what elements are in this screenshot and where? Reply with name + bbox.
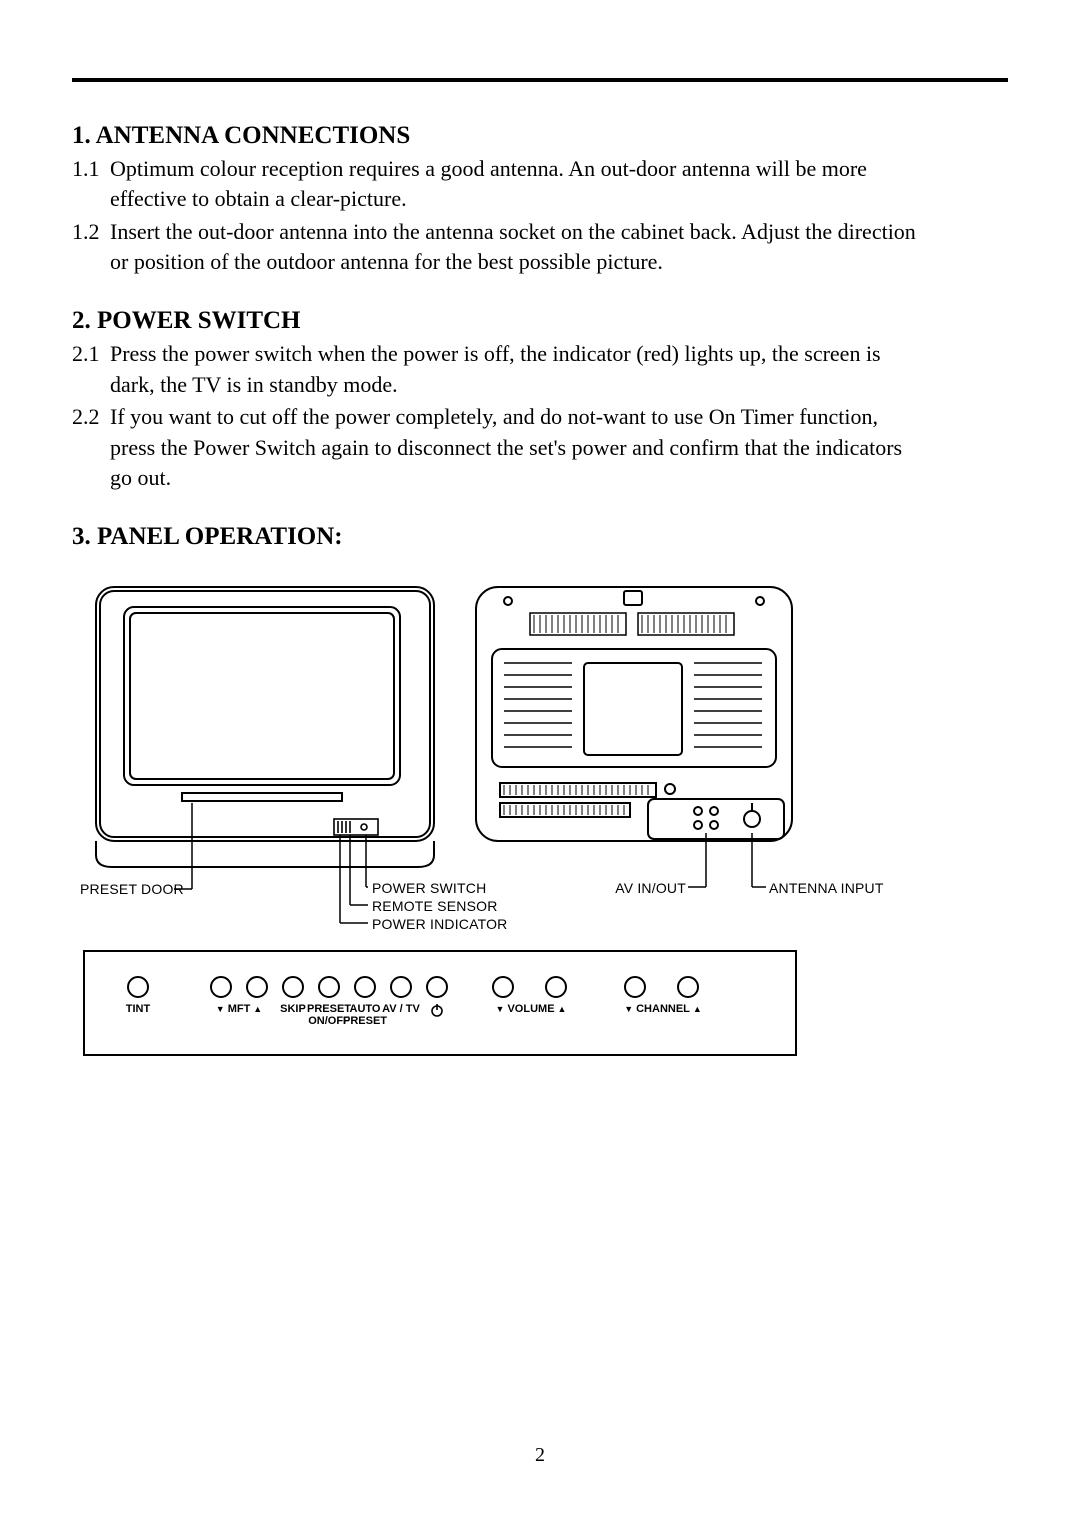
para-number: 2.2 (72, 402, 110, 493)
panel-label-channel: CHANNEL (622, 1003, 704, 1015)
heading-antenna: 1. ANTENNA CONNECTIONS (72, 122, 1008, 150)
panel-label-tint: TINT (118, 1003, 158, 1015)
heading-power-switch: 2. POWER SWITCH (72, 307, 1008, 335)
panel-label-av-tv: AV / TV (379, 1003, 423, 1015)
page-top-rule (72, 78, 1008, 82)
para-number: 1.2 (72, 217, 110, 278)
para-1-1: 1.1 Optimum colour reception requires a … (72, 154, 1008, 215)
para-2-2: 2.2 If you want to cut off the power com… (72, 402, 1008, 493)
callout-av-inout: AV IN/OUT (612, 880, 686, 896)
callout-remote-sensor: REMOTE SENSOR (372, 898, 498, 914)
heading-panel-operation: 3. PANEL OPERATION: (72, 523, 1008, 551)
callout-antenna-input: ANTENNA INPUT (769, 880, 884, 896)
page-number: 2 (0, 1444, 1080, 1467)
para-number: 1.1 (72, 154, 110, 215)
panel-label-mft: MFT (214, 1003, 264, 1015)
callout-preset-door: PRESET DOOR (80, 881, 172, 897)
panel-label-volume: VOLUME (492, 1003, 570, 1015)
panel-diagram: PRESET DOOR POWER SWITCH REMOTE SENSOR P… (72, 571, 1008, 1091)
para-1-2: 1.2 Insert the out-door antenna into the… (72, 217, 1008, 278)
para-text: Press the power switch when the power is… (110, 339, 1008, 400)
callout-power-indicator: POWER INDICATOR (372, 916, 508, 932)
para-text: Optimum colour reception requires a good… (110, 154, 1008, 215)
page-content: 1. ANTENNA CONNECTIONS 1.1 Optimum colou… (72, 110, 1008, 1091)
para-number: 2.1 (72, 339, 110, 400)
para-text: If you want to cut off the power complet… (110, 402, 1008, 493)
para-2-1: 2.1 Press the power switch when the powe… (72, 339, 1008, 400)
callout-power-switch: POWER SWITCH (372, 880, 486, 896)
para-text: Insert the out-door antenna into the ant… (110, 217, 1008, 278)
